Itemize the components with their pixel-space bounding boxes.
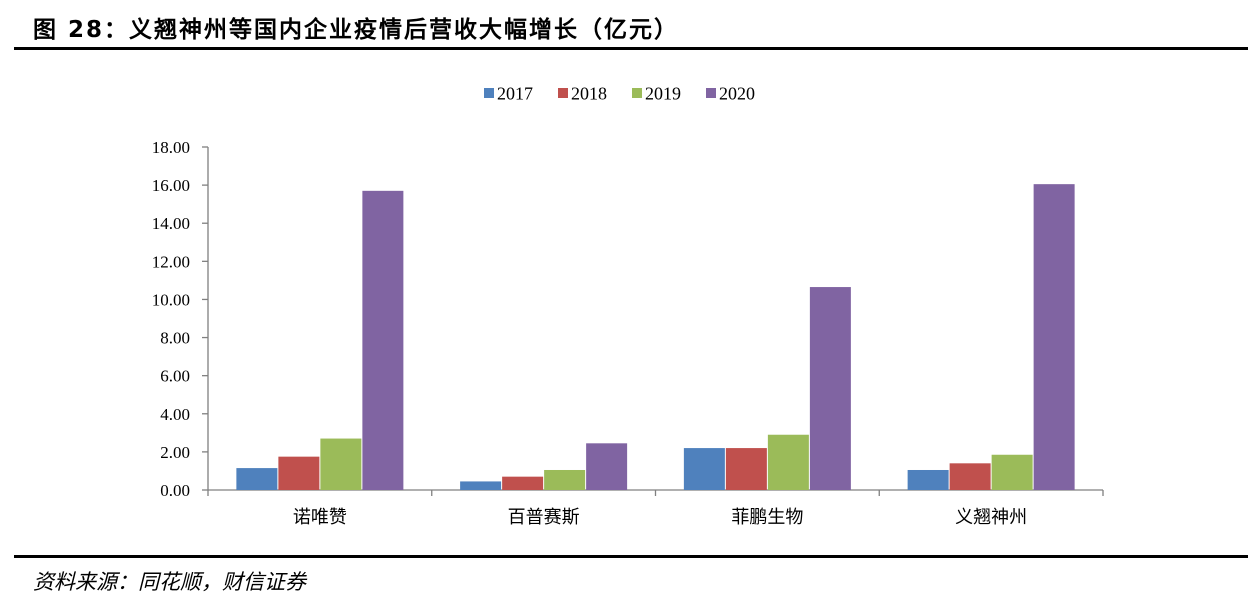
bar-2019 [991, 454, 1033, 490]
bar-2020 [362, 190, 404, 491]
bar-2020 [586, 443, 628, 490]
legend-label: 2019 [645, 84, 681, 104]
bar-2020 [1033, 184, 1075, 491]
x-category-label: 诺唯赞 [293, 507, 347, 528]
y-tick-label: 8.00 [160, 329, 190, 348]
figure-title: 图 28：义翘神州等国内企业疫情后营收大幅增长（亿元） [33, 17, 680, 43]
y-tick-label: 4.00 [160, 405, 190, 424]
bar-2018 [949, 463, 991, 490]
x-axis: 诺唯赞 百普赛斯 菲鹏生物 义翘神州 [207, 489, 1104, 528]
legend-swatch [558, 88, 568, 98]
bottom-rule [14, 555, 1248, 558]
y-tick-label: 14.00 [152, 214, 190, 233]
bars [236, 184, 1075, 491]
bar-2020 [809, 287, 851, 490]
bar-2017 [460, 481, 502, 490]
chart-legend: 2017 2018 2019 2020 [484, 84, 755, 104]
legend-swatch [484, 88, 494, 98]
bar-2018 [725, 448, 767, 490]
y-tick-label: 2.00 [160, 443, 190, 462]
legend-label: 2020 [719, 84, 755, 104]
legend-label: 2017 [497, 84, 533, 104]
bar-2018 [278, 456, 320, 490]
legend-label: 2018 [571, 84, 607, 104]
x-category-label: 百普赛斯 [508, 507, 580, 528]
top-rule [14, 47, 1248, 50]
y-axis: 0.00 2.00 4.00 6.00 8.00 10.00 12.00 14.00 16.00… [152, 138, 209, 500]
bar-2017 [236, 468, 278, 490]
legend-swatch [632, 88, 642, 98]
x-category-label: 义翘神州 [955, 507, 1027, 528]
bar-2019 [767, 434, 809, 490]
y-tick-label: 0.00 [160, 481, 190, 500]
legend-swatch [706, 88, 716, 98]
y-tick-label: 10.00 [152, 290, 190, 309]
y-tick-label: 12.00 [152, 252, 190, 271]
bar-2019 [544, 469, 586, 490]
source-note: 资料来源：同花顺，财信证券 [33, 570, 306, 594]
y-tick-label: 16.00 [152, 176, 190, 195]
bar-2017 [907, 469, 949, 490]
y-tick-label: 18.00 [152, 138, 190, 157]
bar-2018 [502, 476, 544, 490]
bar-2017 [683, 448, 725, 490]
bar-2019 [320, 438, 362, 490]
y-tick-label: 6.00 [160, 367, 190, 386]
bar-chart: 2017 2018 2019 2020 0.00 2.00 4.00 6.00 8.00 10.… [152, 84, 1104, 528]
x-category-label: 菲鹏生物 [731, 507, 803, 528]
